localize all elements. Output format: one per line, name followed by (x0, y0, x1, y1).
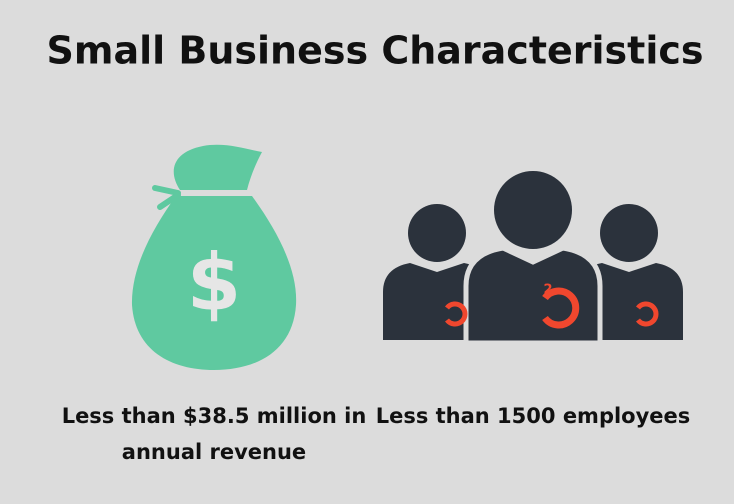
caption: annual revenue (122, 440, 306, 464)
title: Small Business Characteristics (47, 29, 704, 73)
caption: Less than $38.5 million in (62, 404, 367, 428)
employees-icon: 2 (383, 167, 683, 346)
caption: Less than 1500 employees (376, 404, 691, 428)
dollar-sign: $ (187, 238, 241, 328)
g2-badge: 2 (543, 283, 552, 298)
money-bag-icon: $ (131, 144, 297, 370)
